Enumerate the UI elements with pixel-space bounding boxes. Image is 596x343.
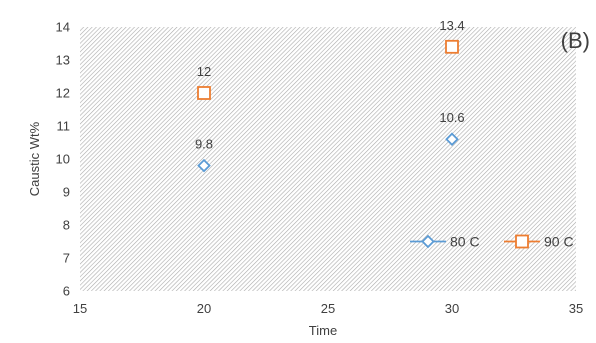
data-label: 12 — [197, 64, 211, 79]
x-tick-label: 15 — [73, 301, 87, 316]
x-tick-label: 30 — [445, 301, 459, 316]
legend: 80 C 90 C — [410, 234, 574, 250]
legend-label: 80 C — [450, 234, 480, 250]
y-tick-label: 14 — [56, 20, 70, 35]
y-axis: 6 7 8 9 10 11 12 13 14 — [56, 20, 70, 299]
x-tick-label: 25 — [321, 301, 335, 316]
x-axis-title: Time — [309, 323, 337, 338]
y-tick-label: 13 — [56, 53, 70, 68]
y-tick-label: 9 — [63, 185, 70, 200]
panel-label: (B) — [561, 28, 590, 53]
data-point-diamond — [421, 234, 435, 249]
data-point-square — [445, 39, 459, 54]
y-tick-label: 12 — [56, 86, 70, 101]
y-tick-label: 8 — [63, 218, 70, 233]
data-point-square — [197, 86, 211, 100]
x-tick-label: 35 — [569, 301, 583, 316]
legend-item: 80 C — [410, 234, 480, 250]
y-tick-label: 11 — [57, 119, 71, 134]
series-layer: 9.8 10.6 12 13.4 — [195, 18, 465, 173]
data-label: 13.4 — [439, 18, 464, 33]
data-label: 10.6 — [439, 110, 464, 125]
data-point-diamond — [445, 132, 459, 146]
y-tick-label: 7 — [63, 251, 70, 266]
legend-label: 90 C — [544, 234, 574, 250]
series: 12 13.4 — [197, 18, 465, 100]
data-point-square — [515, 234, 529, 249]
data-point-diamond — [197, 158, 211, 173]
legend-item: 90 C — [504, 234, 574, 250]
y-axis-title: Caustic Wt% — [27, 121, 42, 196]
x-tick-label: 20 — [197, 301, 211, 316]
plot-area — [80, 27, 576, 291]
y-tick-label: 6 — [63, 284, 70, 299]
y-tick-label: 10 — [56, 152, 70, 167]
series: 9.8 10.6 — [195, 110, 465, 173]
x-axis: 15 20 25 30 35 — [73, 301, 583, 316]
data-label: 9.8 — [195, 137, 213, 152]
